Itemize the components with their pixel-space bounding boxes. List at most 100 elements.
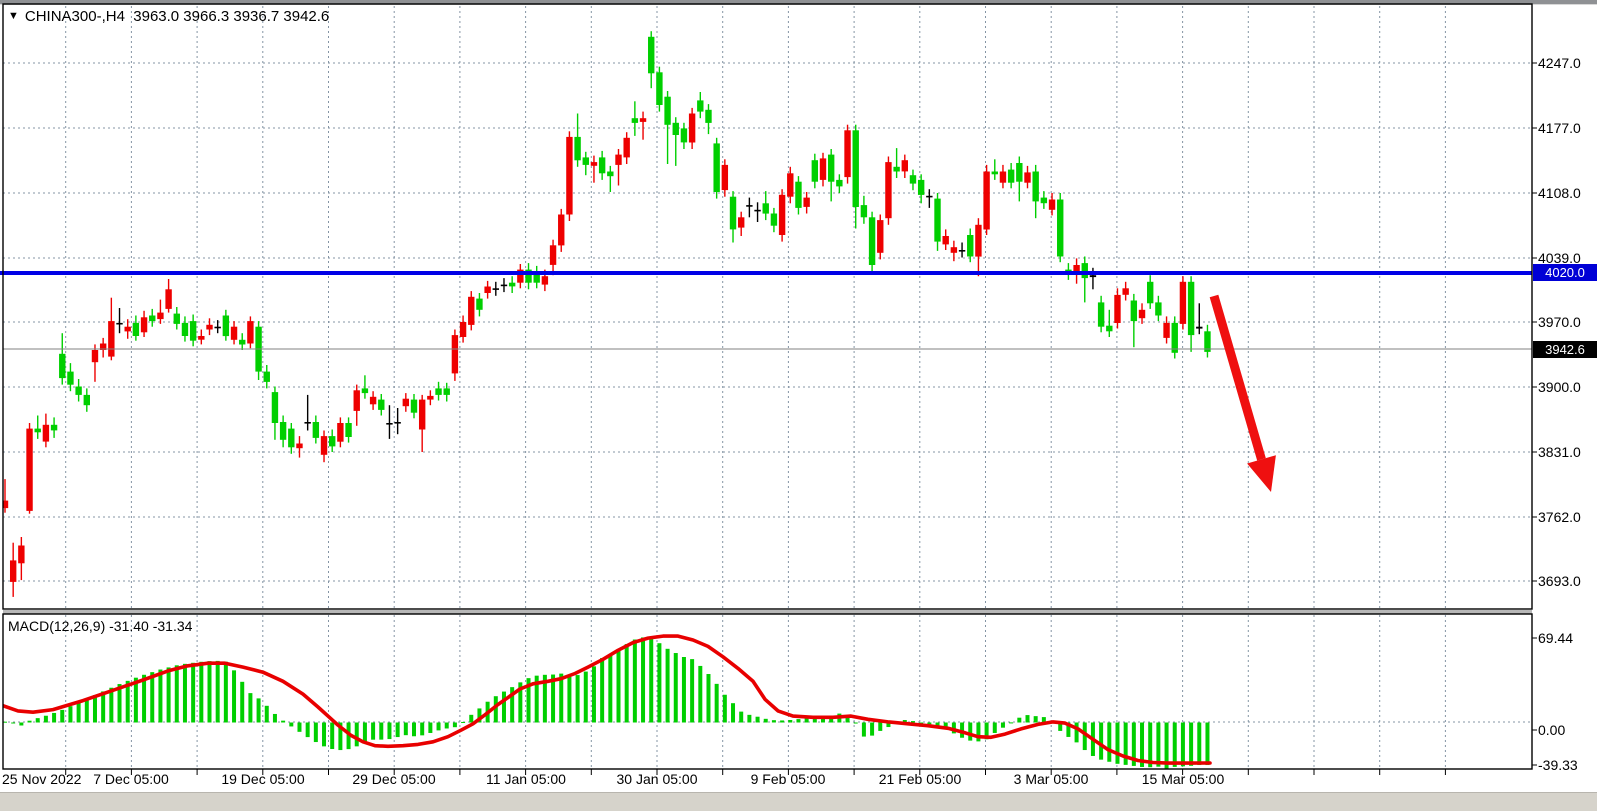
candle-body	[827, 154, 835, 182]
candle-body	[1016, 163, 1023, 182]
candle-body	[1179, 281, 1187, 324]
candle-body	[361, 388, 369, 394]
candle-body	[705, 109, 712, 123]
macd-bar	[117, 684, 122, 723]
macd-bar	[35, 718, 40, 723]
price-axis-label: 3900.0	[1538, 379, 1581, 395]
candle-body	[288, 428, 295, 448]
macd-bar	[174, 665, 179, 723]
chart-header: ▼ CHINA300-,H4 3963.0 3966.3 3936.7 3942…	[8, 8, 329, 25]
macd-bar	[780, 720, 785, 723]
macd-bar	[493, 696, 498, 723]
candle-body	[631, 118, 639, 123]
candle-body	[541, 276, 549, 285]
macd-bar	[207, 661, 212, 723]
candle-body	[893, 166, 900, 172]
macd-bar	[747, 714, 752, 723]
candle-body	[402, 398, 410, 407]
candle-body	[435, 388, 442, 395]
macd-bar	[1074, 722, 1079, 743]
candle-body	[582, 157, 589, 165]
candle-body	[1130, 300, 1138, 322]
macd-indicator-label: MACD(12,26,9) -31.40 -31.34	[8, 618, 193, 634]
symbol-dropdown-icon[interactable]: ▼	[8, 10, 19, 22]
candle-body	[50, 424, 58, 431]
macd-axis-label: -39.33	[1538, 757, 1578, 773]
candle-body	[999, 171, 1007, 183]
candle-body	[222, 315, 230, 337]
candle-body	[746, 205, 753, 207]
candle-body	[1163, 322, 1170, 338]
candle-body	[697, 100, 704, 112]
macd-bar	[52, 712, 57, 723]
price-axis-label: 4039.0	[1538, 250, 1581, 266]
trend-arrow-head[interactable]	[1247, 455, 1276, 492]
macd-bar	[673, 653, 678, 723]
candle-body	[108, 321, 115, 357]
time-axis-label: 3 Mar 05:00	[1013, 771, 1089, 787]
candle-body	[304, 422, 311, 424]
macd-bar	[534, 675, 539, 723]
macd-bar	[624, 644, 629, 723]
macd-bar	[92, 695, 97, 723]
candle-body	[754, 209, 761, 212]
panel-separator[interactable]	[3, 610, 1532, 614]
candle-body	[476, 298, 483, 310]
candle-body	[648, 36, 655, 74]
macd-bar	[1180, 722, 1185, 767]
candle-body	[525, 269, 532, 283]
candle-body	[99, 343, 107, 350]
macd-bar	[109, 687, 114, 723]
macd-bar	[878, 722, 883, 731]
macd-bar	[542, 674, 547, 723]
macd-bar	[755, 716, 760, 723]
macd-bar	[657, 643, 662, 723]
candle-body	[967, 235, 974, 257]
candle-body	[492, 288, 499, 290]
time-axis-label: 30 Jan 05:00	[616, 771, 698, 787]
macd-bar	[461, 721, 466, 723]
candle-body	[451, 335, 459, 374]
macd-bar	[567, 676, 572, 723]
candle-body	[598, 157, 606, 174]
candle-body	[664, 96, 671, 125]
candle-body	[901, 160, 908, 172]
price-panel-border	[2, 3, 1533, 610]
macd-bar	[101, 691, 106, 723]
macd-bar	[600, 657, 605, 723]
macd-bar	[346, 722, 351, 750]
candle-body	[778, 194, 786, 235]
candle-body	[958, 250, 966, 252]
candle-body	[296, 443, 303, 449]
candle-body	[1024, 172, 1031, 183]
macd-bar	[1115, 722, 1120, 764]
candle-body	[149, 315, 156, 322]
candle-body	[811, 160, 819, 182]
candle-body	[688, 113, 696, 143]
candle-body	[1155, 302, 1162, 316]
macd-bar	[191, 662, 196, 723]
candle-body	[566, 136, 573, 215]
candle-body	[991, 171, 998, 175]
macd-bar	[526, 678, 531, 723]
macd-bar	[428, 722, 433, 733]
trend-arrow-shaft[interactable]	[1209, 294, 1266, 461]
candle-body	[852, 130, 859, 207]
macd-bar	[272, 713, 277, 723]
macd-bar	[681, 657, 686, 723]
price-axis-label: 3762.0	[1538, 509, 1581, 525]
window-bottom-edge	[0, 792, 1597, 811]
macd-bar	[232, 670, 237, 723]
candle-body	[795, 181, 802, 208]
macd-bar	[1172, 722, 1177, 767]
macd-bar	[853, 722, 858, 724]
macd-bar	[575, 675, 580, 723]
macd-bar	[403, 722, 408, 736]
candle-body	[639, 118, 647, 122]
candle-body	[1089, 275, 1097, 278]
candle-body	[500, 284, 508, 287]
macd-bar	[616, 649, 621, 723]
macd-bar	[297, 722, 302, 732]
candle-body	[230, 326, 238, 340]
